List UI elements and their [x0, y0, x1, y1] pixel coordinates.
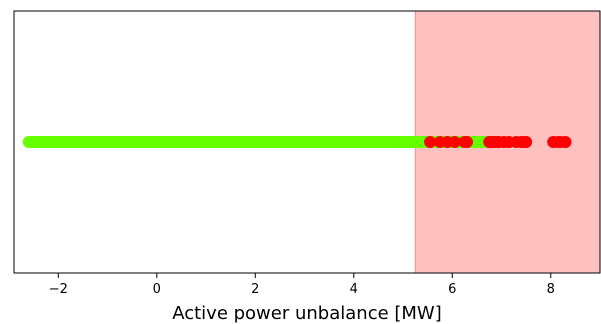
data-point [424, 136, 437, 148]
x-axis-label: Active power unbalance [MW] [172, 303, 442, 324]
x-tick-label: 6 [448, 282, 456, 297]
x-ticks-layer: −2 0 2 4 6 8 [49, 273, 555, 297]
x-tick-label: 0 [153, 282, 161, 297]
x-tick-label: 8 [547, 282, 555, 297]
data-point [448, 136, 461, 148]
x-tick-label: 2 [251, 282, 259, 297]
data-points-layer [22, 136, 572, 148]
x-tick-label: 4 [350, 282, 358, 297]
data-point [559, 136, 572, 148]
data-point [461, 136, 474, 148]
data-point [520, 136, 533, 148]
x-tick-label: −2 [49, 282, 68, 297]
plot-frame [13, 10, 601, 274]
data-point-band [22, 136, 503, 148]
